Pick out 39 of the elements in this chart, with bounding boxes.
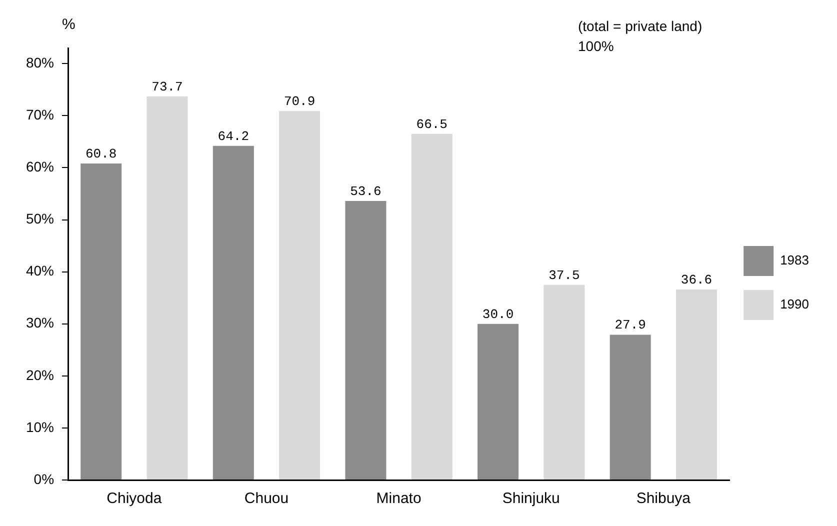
bar — [212, 146, 254, 480]
data-label: 30.0 — [482, 306, 514, 322]
bar — [478, 324, 519, 480]
data-label: 66.5 — [416, 116, 448, 132]
y-tick-label: 30% — [26, 314, 54, 331]
y-tick-label: 50% — [26, 210, 54, 227]
data-label: 70.9 — [284, 94, 316, 109]
data-label: 36.6 — [680, 272, 712, 288]
bar — [345, 201, 386, 480]
bar — [80, 164, 122, 480]
bar — [411, 134, 452, 480]
bar — [544, 284, 585, 480]
legend-label: 1990 — [780, 296, 809, 312]
data-label: 64.2 — [218, 128, 250, 144]
x-tick-label: Shibuya — [636, 490, 692, 508]
x-tick-label: Chuou — [244, 490, 289, 508]
annotation: 100% — [578, 37, 615, 56]
bar — [279, 110, 320, 480]
data-label: 53.6 — [350, 184, 382, 199]
y-tick-label: 60% — [26, 158, 54, 175]
x-tick-label: Chiyoda — [106, 490, 162, 508]
x-tick-label: Shinjuku — [502, 490, 560, 508]
y-tick-label: 40% — [26, 262, 54, 279]
x-tick-label: Minato — [376, 490, 422, 508]
text: (total = private land) — [578, 17, 702, 36]
y-axis-title: % — [62, 16, 76, 33]
data-label: 37.5 — [548, 268, 580, 283]
data-label: 73.7 — [152, 79, 183, 94]
y-tick-label: 10% — [26, 418, 54, 435]
data-label: 60.8 — [85, 146, 117, 162]
y-tick-label: 70% — [26, 106, 54, 123]
y-tick-label: 0% — [34, 470, 54, 487]
bar — [146, 96, 188, 480]
y-tick-label: 80% — [26, 54, 54, 70]
bar — [676, 290, 718, 480]
data-label: 27.9 — [614, 318, 646, 333]
y-tick-label: 20% — [26, 366, 54, 383]
bar — [610, 334, 651, 480]
legend-label: 1983 — [780, 252, 809, 268]
